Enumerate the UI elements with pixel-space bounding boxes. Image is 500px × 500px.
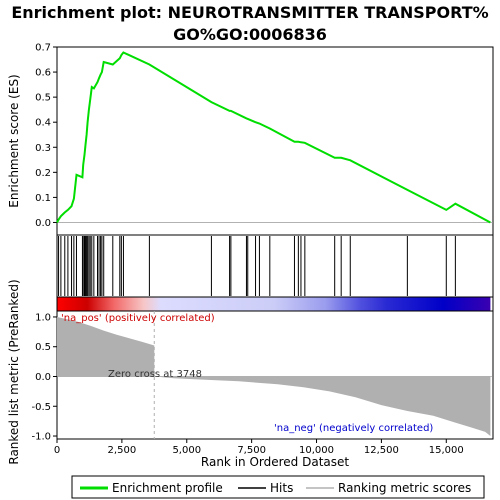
- x-tick-label: 12,500: [364, 445, 399, 456]
- metric-y-tick-label: 0.0: [35, 372, 51, 383]
- x-tick-label: 2,500: [108, 445, 137, 456]
- pos-label: 'na_pos' (positively correlated): [61, 313, 215, 324]
- chart-title-line1: Enrichment plot: NEUROTRANSMITTER TRANSP…: [11, 3, 488, 22]
- legend-box: [71, 475, 485, 499]
- x-tick-label: 0: [54, 445, 60, 456]
- es-y-tick-label: 0.5: [35, 93, 51, 104]
- es-y-tick-label: 0.1: [35, 193, 51, 204]
- x-axis-title: Rank in Ordered Dataset: [201, 455, 349, 469]
- x-tick-label: 7,500: [237, 445, 266, 456]
- es-y-tick-label: 0.6: [35, 68, 51, 79]
- metric-y-tick-label: -0.5: [31, 402, 51, 413]
- es-y-tick-label: 0.3: [35, 143, 51, 154]
- es-line-layer: [56, 51, 493, 224]
- metric-y-tick-label: 0.5: [35, 342, 51, 353]
- x-axis: 0 2,500 5,000 7,500 10,000 12,500 15,000: [54, 439, 464, 456]
- x-tick-label: 10,000: [299, 445, 334, 456]
- legend-metric-text: Ranking metric scores: [338, 481, 471, 495]
- legend-es-text: Enrichment profile: [112, 481, 223, 495]
- metric-y-tick-label: 1.0: [35, 312, 51, 323]
- es-y-tick-label: 0.2: [35, 168, 51, 179]
- es-line: [56, 51, 491, 224]
- es-y-tick-label: 0.0: [35, 218, 51, 229]
- hits-layer: [58, 236, 456, 296]
- legend-hits-text: Hits: [270, 481, 293, 495]
- metric-y-tick-label: -1.0: [31, 432, 51, 443]
- es-y-tick-label: 0.4: [35, 118, 51, 129]
- es-y-axis: 0.0 0.1 0.2 0.3 0.4 0.5 0.6 0.7: [35, 43, 57, 229]
- hits-panel: [56, 234, 494, 298]
- x-tick-label: 15,000: [429, 445, 464, 456]
- neg-label: 'na_neg' (negatively correlated): [274, 423, 433, 434]
- metric-layer: [57, 311, 493, 439]
- metric-y-axis: 1.0 0.5 0.0 -0.5 -1.0: [31, 312, 57, 443]
- heat-bar-fill: [57, 297, 491, 311]
- chart-title-line2: GO%GO:0006836: [173, 25, 327, 44]
- ranking-heat-bar: [56, 296, 494, 312]
- x-tick-label: 5,000: [172, 445, 201, 456]
- es-ylabel: Enrichment score (ES): [7, 74, 21, 207]
- es-y-tick-label: 0.7: [35, 43, 51, 54]
- metric-ylabel: Ranked list metric (PreRanked): [7, 279, 21, 464]
- es-panel: [56, 46, 494, 236]
- zero-cross-label: Zero cross at 3748: [108, 369, 202, 380]
